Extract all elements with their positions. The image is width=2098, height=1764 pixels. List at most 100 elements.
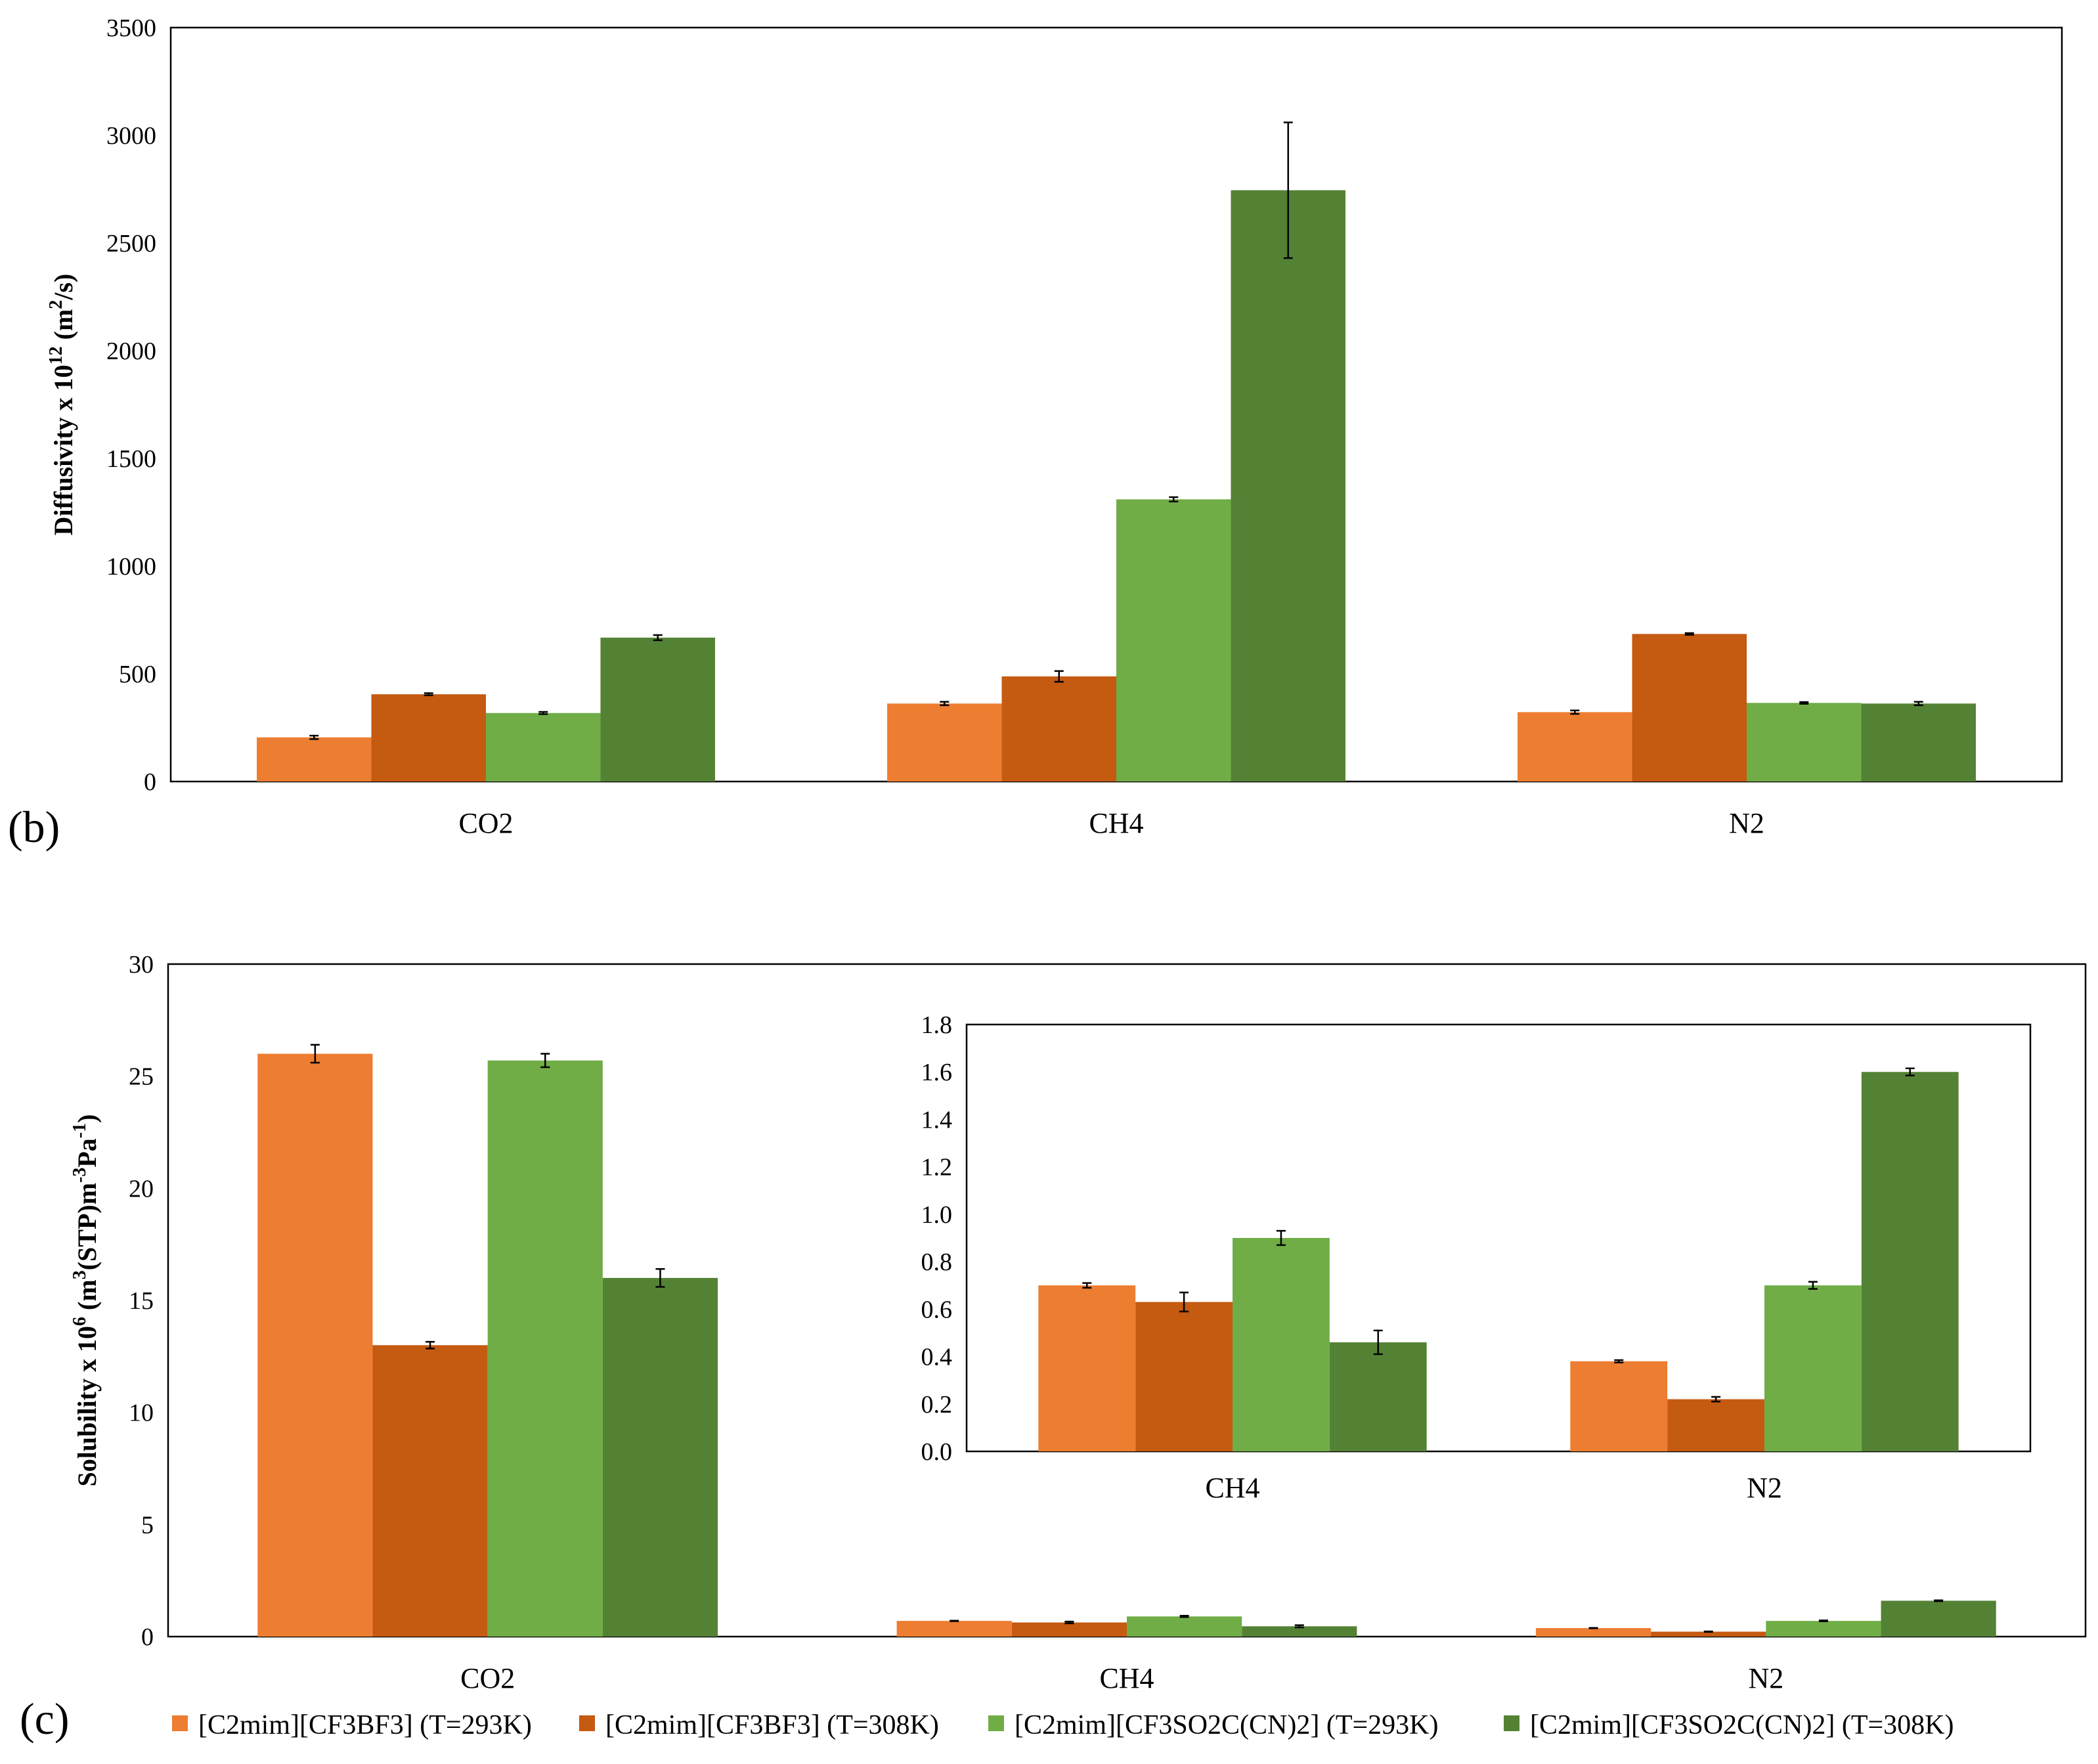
solubility-bars bbox=[257, 1044, 1996, 1637]
solubility-bar-n2-series-3 bbox=[1766, 1621, 1881, 1637]
diffusivity-y-ticks: 0 500 1000 1500 2000 2500 3000 3500 bbox=[106, 14, 156, 796]
solubility-bar-n2-series-2 bbox=[1651, 1631, 1766, 1637]
diffusivity-bars bbox=[257, 121, 1976, 782]
solubility-error-bar-n2-series-3 bbox=[1818, 1620, 1828, 1623]
solubility-error-bar-co2-series-3 bbox=[540, 1053, 550, 1069]
diffusivity-error-bar-n2-series-3 bbox=[1799, 701, 1809, 705]
diffusivity-panel: 0 500 1000 1500 2000 2500 3000 3500 CO2 CH4 N2 Di… bbox=[8, 14, 2063, 852]
inset-bar-n2-series-2 bbox=[1667, 1399, 1764, 1451]
solubility-error-bar-ch4-series-3 bbox=[1179, 1615, 1189, 1618]
inset-bar-ch4-series-1 bbox=[1038, 1285, 1136, 1451]
legend-swatch-4 bbox=[1504, 1715, 1519, 1731]
solubility-y-axis-title: Solubility x 106 (m3(STP)m-3Pa-1) bbox=[70, 1114, 102, 1487]
inset-error-bar-n2-series-3 bbox=[1808, 1281, 1818, 1290]
legend-label-3: [C2mim][CF3SO2C(CN)2] (T=293K) bbox=[1015, 1710, 1439, 1740]
inset-y-tick-label: 1.4 bbox=[921, 1106, 953, 1134]
inset-bar-n2-series-4 bbox=[1861, 1072, 1959, 1451]
diffusivity-bar-co2-series-1 bbox=[257, 737, 372, 782]
diffusivity-bar-n2-series-3 bbox=[1747, 703, 1862, 782]
panel-label-b: (b) bbox=[8, 802, 60, 852]
solubility-y-tick-label: 5 bbox=[141, 1511, 154, 1539]
diffusivity-y-tick-label: 2000 bbox=[106, 338, 156, 365]
inset-y-tick-label: 0.2 bbox=[921, 1391, 953, 1419]
solubility-category-label-co2: CO2 bbox=[460, 1662, 515, 1694]
inset-error-bar-ch4-series-4 bbox=[1373, 1329, 1383, 1356]
solubility-y-tick-label: 20 bbox=[129, 1175, 154, 1202]
solubility-y-tick-label: 0 bbox=[141, 1623, 154, 1651]
diffusivity-y-tick-label: 1000 bbox=[106, 553, 156, 581]
legend: [C2mim][CF3BF3] (T=293K) [C2mim][CF3BF3] … bbox=[172, 1710, 1954, 1740]
inset-error-bar-n2-series-1 bbox=[1614, 1359, 1624, 1363]
diffusivity-bar-co2-series-4 bbox=[600, 637, 715, 782]
legend-swatch-3 bbox=[988, 1715, 1004, 1731]
diffusivity-bar-ch4-series-2 bbox=[1001, 676, 1116, 782]
diffusivity-bar-co2-series-3 bbox=[486, 713, 601, 782]
diffusivity-y-tick-label: 500 bbox=[119, 661, 156, 688]
inset-y-tick-label: 1.0 bbox=[921, 1201, 953, 1229]
solubility-bar-ch4-series-2 bbox=[1011, 1622, 1127, 1637]
diffusivity-bar-ch4-series-4 bbox=[1231, 190, 1345, 782]
diffusivity-error-bar-n2-series-1 bbox=[1570, 709, 1580, 715]
solubility-y-ticks: 0 5 10 15 20 25 30 bbox=[129, 951, 154, 1651]
diffusivity-error-bar-ch4-series-4 bbox=[1283, 121, 1293, 259]
diffusivity-y-tick-label: 1500 bbox=[106, 445, 156, 473]
solubility-error-bar-ch4-series-2 bbox=[1064, 1620, 1074, 1625]
inset-bars bbox=[1038, 1067, 1959, 1451]
diffusivity-error-bar-n2-series-4 bbox=[1913, 701, 1923, 707]
solubility-y-tick-label: 10 bbox=[129, 1400, 154, 1427]
inset-bar-n2-series-1 bbox=[1570, 1361, 1668, 1451]
solubility-error-bar-co2-series-1 bbox=[310, 1044, 320, 1064]
solubility-y-tick-label: 25 bbox=[129, 1063, 154, 1091]
inset-category-labels: CH4 N2 bbox=[1205, 1472, 1781, 1504]
solubility-category-label-ch4: CH4 bbox=[1099, 1662, 1154, 1694]
solubility-bar-ch4-series-3 bbox=[1127, 1616, 1242, 1637]
diffusivity-category-label-ch4: CH4 bbox=[1089, 807, 1143, 839]
diffusivity-error-bar-ch4-series-3 bbox=[1169, 496, 1179, 502]
inset-error-bar-n2-series-2 bbox=[1711, 1396, 1721, 1403]
inset-error-bar-ch4-series-3 bbox=[1276, 1229, 1286, 1246]
inset-bar-ch4-series-2 bbox=[1135, 1302, 1233, 1451]
solubility-inset: 0.0 0.2 0.4 0.6 0.8 1.0 1.2 1.4 1.6 1.8 CH4 N2 bbox=[921, 1011, 2032, 1504]
solubility-bar-n2-series-1 bbox=[1535, 1628, 1651, 1637]
diffusivity-error-bar-co2-series-3 bbox=[538, 711, 548, 715]
panel-label-c: (c) bbox=[20, 1694, 69, 1744]
legend-swatch-2 bbox=[579, 1715, 595, 1731]
solubility-category-label-n2: N2 bbox=[1748, 1662, 1783, 1694]
inset-bar-ch4-series-3 bbox=[1233, 1238, 1330, 1451]
diffusivity-bar-n2-series-1 bbox=[1518, 712, 1632, 782]
legend-label-2: [C2mim][CF3BF3] (T=308K) bbox=[605, 1710, 939, 1740]
inset-category-label-ch4: CH4 bbox=[1205, 1472, 1259, 1504]
diffusivity-category-label-co2: CO2 bbox=[458, 807, 513, 839]
solubility-error-bar-n2-series-1 bbox=[1588, 1627, 1598, 1629]
diffusivity-category-labels: CO2 CH4 N2 bbox=[458, 807, 1764, 839]
diffusivity-y-tick-label: 3000 bbox=[106, 122, 156, 150]
diffusivity-bar-ch4-series-3 bbox=[1116, 499, 1231, 782]
inset-y-tick-label: 0.8 bbox=[921, 1248, 953, 1276]
inset-bar-n2-series-3 bbox=[1764, 1285, 1862, 1451]
solubility-bar-co2-series-4 bbox=[602, 1277, 718, 1637]
inset-error-bar-ch4-series-2 bbox=[1179, 1291, 1189, 1313]
solubility-bar-ch4-series-4 bbox=[1242, 1626, 1357, 1637]
diffusivity-y-tick-label: 2500 bbox=[106, 230, 156, 257]
inset-y-tick-label: 0.4 bbox=[921, 1344, 953, 1371]
inset-y-tick-label: 1.2 bbox=[921, 1154, 953, 1181]
inset-y-tick-label: 1.6 bbox=[921, 1059, 953, 1086]
diffusivity-error-bar-n2-series-2 bbox=[1684, 632, 1694, 636]
solubility-category-labels: CO2 CH4 N2 bbox=[460, 1662, 1783, 1694]
diffusivity-error-bar-ch4-series-1 bbox=[940, 701, 950, 707]
solubility-panel: 0 5 10 15 20 25 30 CO2 CH4 N2 Solubility x 106 (… bbox=[20, 951, 2087, 1744]
inset-category-label-n2: N2 bbox=[1747, 1472, 1782, 1504]
solubility-error-bar-n2-series-4 bbox=[1934, 1599, 1944, 1602]
diffusivity-bar-n2-series-4 bbox=[1861, 703, 1976, 782]
solubility-bar-n2-series-4 bbox=[1881, 1600, 1996, 1637]
diffusivity-error-bar-co2-series-4 bbox=[653, 634, 663, 642]
solubility-error-bar-co2-series-2 bbox=[426, 1340, 435, 1350]
diffusivity-bar-ch4-series-1 bbox=[887, 703, 1002, 782]
diffusivity-error-bar-co2-series-1 bbox=[309, 734, 319, 740]
inset-bar-ch4-series-4 bbox=[1329, 1342, 1427, 1451]
diffusivity-y-tick-label: 0 bbox=[144, 768, 156, 796]
solubility-bar-co2-series-1 bbox=[257, 1053, 373, 1637]
inset-error-bar-n2-series-4 bbox=[1905, 1067, 1915, 1076]
